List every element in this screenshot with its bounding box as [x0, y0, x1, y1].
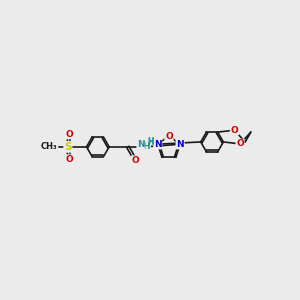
Text: O: O	[66, 130, 73, 139]
Text: N: N	[137, 140, 145, 149]
Text: O: O	[132, 156, 140, 165]
Text: N: N	[137, 140, 145, 149]
Text: H: H	[142, 142, 150, 151]
Text: O: O	[230, 126, 238, 135]
Text: N: N	[154, 140, 162, 149]
Text: O: O	[165, 132, 173, 141]
Text: H: H	[148, 137, 154, 146]
Text: N: N	[176, 140, 184, 149]
Text: H: H	[147, 138, 153, 147]
Text: CH₃: CH₃	[41, 142, 58, 151]
Text: O: O	[66, 155, 73, 164]
Text: O: O	[236, 140, 244, 148]
Text: S: S	[64, 142, 72, 152]
